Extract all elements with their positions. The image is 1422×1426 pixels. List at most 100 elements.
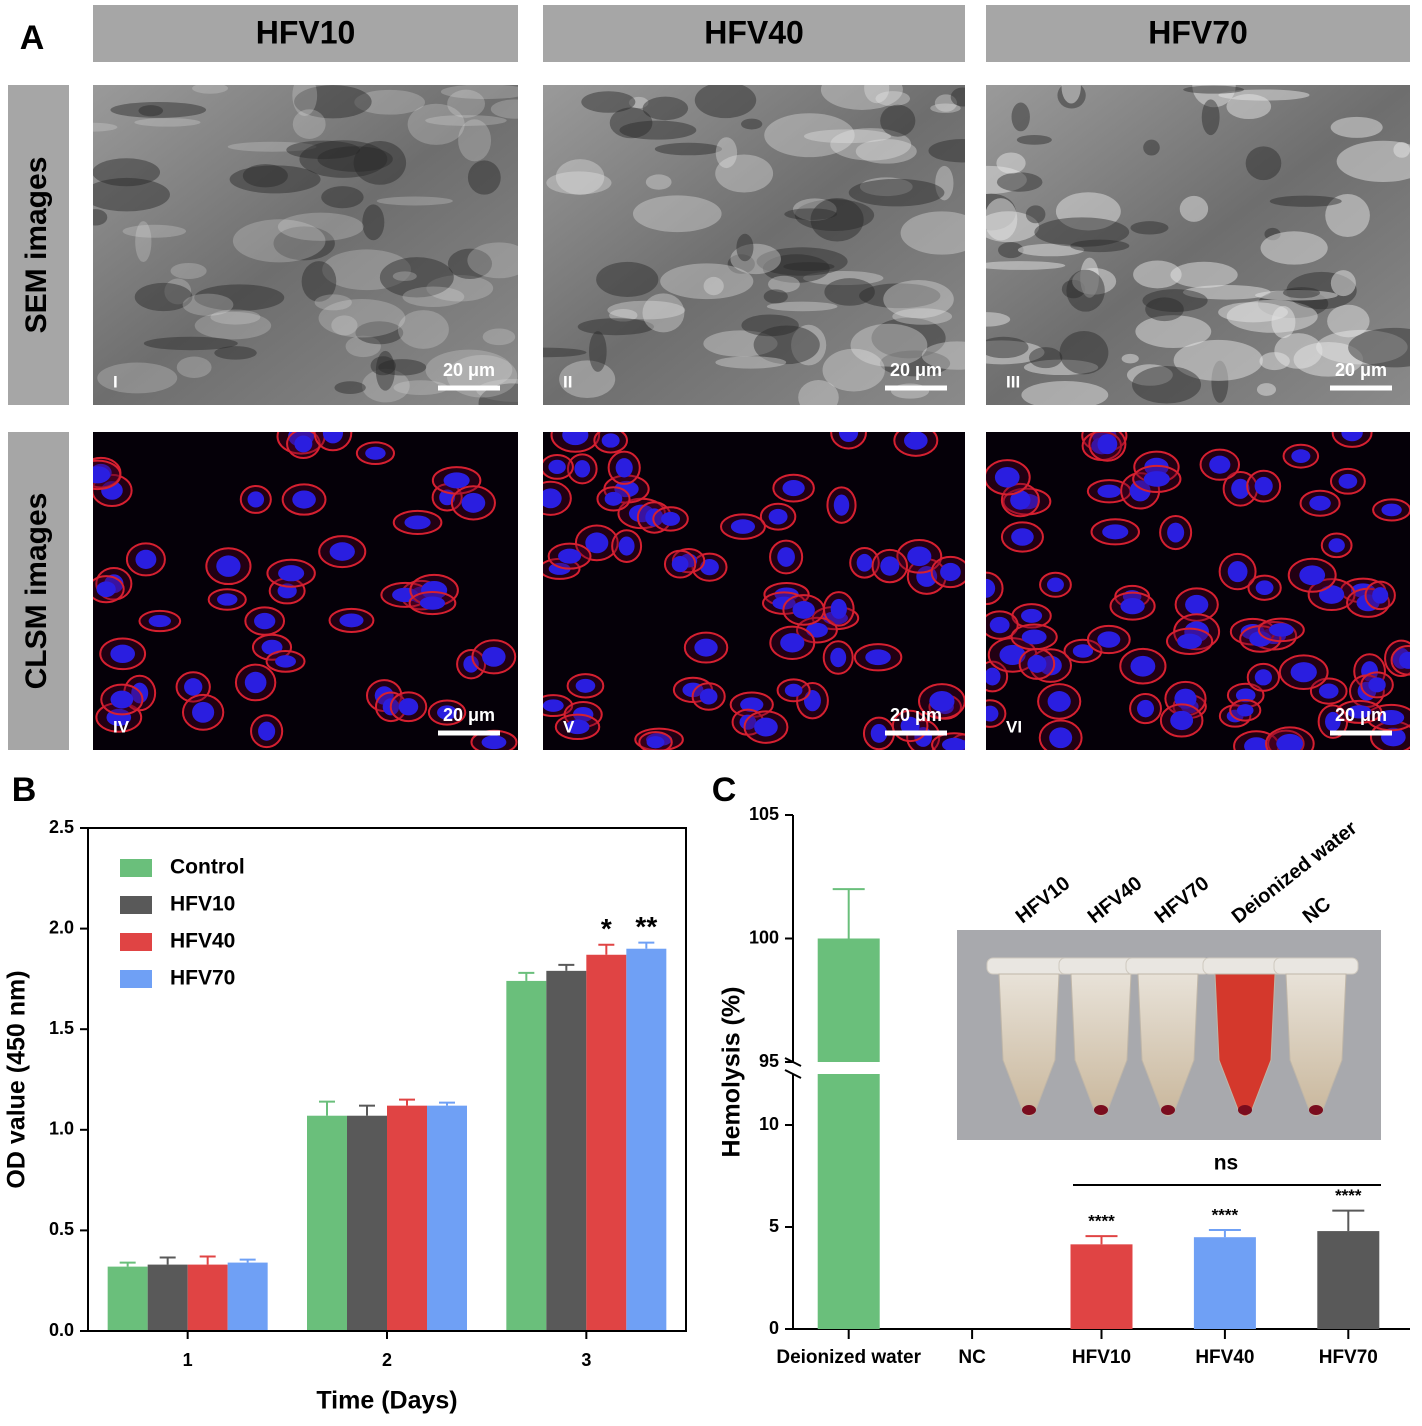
sem-ridge (830, 128, 912, 161)
sem-ridge (97, 362, 178, 394)
sem-ridge (1173, 339, 1263, 381)
sem-pore (242, 164, 288, 188)
sem-pore (93, 209, 108, 226)
bracket-label: ns (1214, 1152, 1239, 1175)
sem-ridge (292, 85, 318, 117)
sem-pore (353, 140, 407, 185)
image-content (986, 85, 1410, 405)
sem-ridge (803, 270, 884, 286)
y-tick-label: 10 (759, 1114, 779, 1134)
sem-pore (880, 104, 916, 137)
sem-ridge (407, 103, 465, 145)
cell-nucleus (421, 580, 448, 600)
cell-nucleus (1291, 449, 1311, 463)
cell-nucleus (880, 556, 900, 576)
x-tick-label: NC (958, 1347, 986, 1368)
clsm-image (93, 432, 518, 750)
sem-pore (1245, 146, 1282, 181)
sem-ridge (1121, 353, 1139, 364)
cell-nucleus (463, 655, 479, 673)
sem-pore (824, 278, 875, 306)
sem-ridge (703, 330, 778, 357)
sem-ridge (864, 85, 890, 104)
sem-ridge (425, 349, 513, 391)
sem-pore (1061, 279, 1086, 299)
cell-nucleus (1276, 733, 1303, 750)
sem-ridge (1274, 333, 1323, 369)
sem-pore (741, 314, 799, 337)
cell-nucleus (1244, 737, 1269, 750)
sem-ridge (1327, 304, 1370, 338)
sem-pore (1028, 347, 1063, 369)
sem-ridge (176, 356, 212, 378)
cell-nucleus (96, 581, 116, 598)
column-header-box (93, 5, 518, 62)
sem-ridge (1336, 140, 1410, 183)
sem-pore (928, 139, 965, 163)
cell-nucleus (398, 698, 419, 716)
sem-pore (355, 321, 404, 345)
sem-ridge (292, 109, 326, 139)
cell-nucleus (740, 697, 764, 713)
sem-pore (467, 160, 501, 195)
cell-nucleus (830, 647, 847, 668)
y-tick-label: 2.0 (49, 917, 74, 937)
sem-pore (299, 140, 388, 178)
sem-pore (1282, 287, 1321, 299)
sem-ridge (791, 324, 827, 366)
cell-nucleus (784, 683, 803, 697)
clsm-image (543, 432, 965, 750)
cell-nucleus (1102, 524, 1129, 540)
sem-ridge (210, 309, 261, 325)
cell-nucleus (754, 717, 778, 737)
sem-ridge (192, 85, 228, 94)
sem-ridge (921, 341, 965, 370)
cell-nucleus (833, 494, 850, 516)
image-label: IV (113, 717, 130, 736)
sem-ridge (546, 171, 612, 195)
sem-pore (1034, 217, 1130, 247)
image-label: III (1006, 372, 1020, 391)
legend-swatch (120, 859, 152, 877)
row-header-box (8, 85, 69, 405)
sem-pore (756, 247, 848, 276)
sem-ridge (1226, 299, 1318, 333)
sem-pore (1264, 227, 1281, 241)
sem-ridge (490, 99, 518, 119)
sem-ridge (660, 263, 754, 300)
column-header: HFV40 (704, 14, 804, 50)
scale-bar-label: 20 μm (890, 360, 942, 380)
bar (107, 1266, 148, 1331)
sem-ridge (798, 380, 839, 405)
cell-nucleus (254, 612, 276, 630)
cell-nucleus (216, 555, 241, 577)
cell-nucleus (1097, 434, 1118, 455)
sem-ridge (440, 85, 518, 100)
bar (307, 1115, 347, 1331)
sem-ridge (555, 159, 605, 195)
cell-nucleus (294, 435, 313, 453)
pellet (1238, 1105, 1252, 1115)
sem-pore (110, 101, 207, 118)
y-tick-label: 1.0 (49, 1119, 74, 1139)
sem-ridge (855, 139, 917, 164)
sem-pore (1257, 289, 1329, 319)
sem-ridge (996, 152, 1026, 174)
cell-nucleus (1381, 503, 1402, 517)
cell-nucleus (1235, 688, 1256, 703)
sem-pore (229, 165, 321, 194)
cell-nucleus (830, 598, 847, 619)
sem-ridge (715, 356, 787, 369)
cell-nucleus (404, 515, 431, 530)
sem-ridge (900, 211, 965, 255)
sem-ridge (730, 243, 781, 275)
sem-pore (543, 347, 587, 358)
sem-ridge (1135, 315, 1212, 348)
sem-pore (378, 359, 427, 376)
sem-pore (1016, 134, 1052, 145)
sem-ridge (425, 115, 507, 126)
row-header: SEM images (20, 157, 53, 334)
y-tick-label: 95 (759, 1051, 779, 1071)
cell-nucleus (548, 562, 571, 575)
sem-pore (950, 87, 965, 107)
